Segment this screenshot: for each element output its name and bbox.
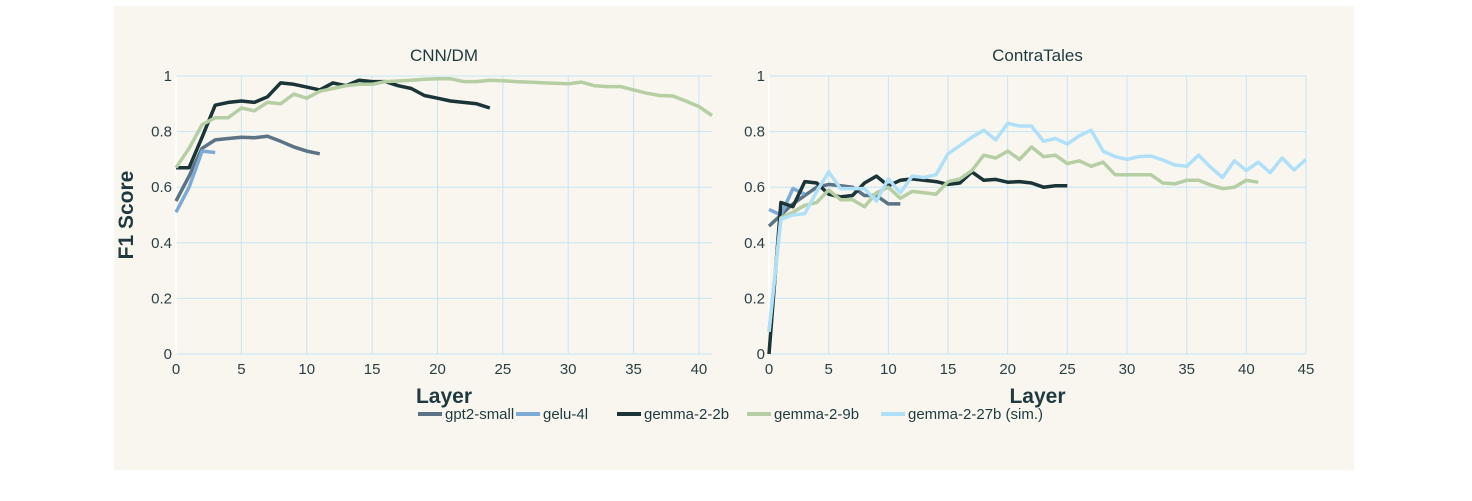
x-tick-label: 10 (298, 361, 315, 378)
x-tick-label: 0 (172, 361, 180, 378)
series-line-gemma-2-27b-sim- (767, 121, 1308, 332)
legend-label: gpt2-small (445, 406, 514, 423)
legend-label: gelu-4l (543, 406, 588, 423)
y-axis-label: F1 Score (115, 171, 138, 260)
x-tick-label: 35 (1178, 361, 1195, 378)
y-tick-label: 0.8 (151, 124, 172, 141)
y-tick-label: 0.2 (151, 290, 172, 307)
series-line-gemma-2-2b (176, 78, 491, 170)
x-tick-label: 45 (1298, 361, 1315, 378)
x-tick-label: 40 (691, 361, 708, 378)
legend-label: gemma-2-27b (sim.) (908, 406, 1043, 423)
x-tick-label: 25 (494, 361, 511, 378)
x-tick-label: 15 (940, 361, 957, 378)
x-tick-label: 15 (364, 361, 381, 378)
subplot-title: ContraTales (992, 46, 1083, 65)
y-tick-label: 0.6 (744, 179, 765, 196)
legend-label: gemma-2-2b (644, 406, 729, 423)
x-tick-label: 25 (1059, 361, 1076, 378)
x-tick-label: 5 (237, 361, 245, 378)
y-tick-label: 0.2 (744, 290, 765, 307)
x-axis-label: Layer (1009, 385, 1065, 408)
y-tick-label: 1 (164, 68, 172, 85)
series-line-gelu-4l (174, 149, 216, 214)
y-tick-label: 0.6 (151, 179, 172, 196)
y-tick-label: 0.4 (151, 235, 172, 252)
y-tick-label: 0 (164, 346, 172, 363)
x-tick-label: 35 (625, 361, 642, 378)
subplot-title: CNN/DM (410, 46, 478, 65)
x-tick-label: 40 (1238, 361, 1255, 378)
x-tick-label: 30 (1119, 361, 1136, 378)
x-tick-label: 5 (824, 361, 832, 378)
y-tick-label: 0 (757, 346, 765, 363)
y-tick-label: 0.8 (744, 124, 765, 141)
chart-panel (114, 6, 1354, 470)
series-line-gemma-2-9b (174, 77, 713, 169)
y-tick-label: 0.4 (744, 235, 765, 252)
x-axis-label: Layer (416, 385, 472, 408)
x-tick-label: 20 (429, 361, 446, 378)
x-tick-label: 20 (999, 361, 1016, 378)
series-line-gemma-2-9b (767, 145, 1259, 332)
x-tick-label: 0 (765, 361, 773, 378)
y-tick-label: 1 (757, 68, 765, 85)
x-tick-label: 30 (560, 361, 577, 378)
legend-label: gemma-2-9b (774, 406, 859, 423)
x-tick-label: 10 (880, 361, 897, 378)
